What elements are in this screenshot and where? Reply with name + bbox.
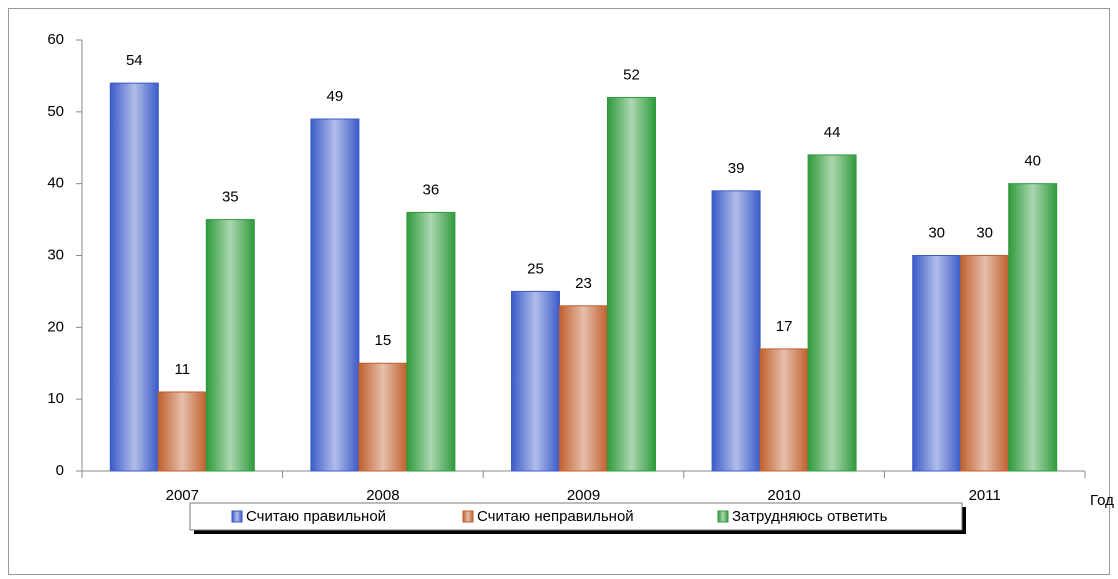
bar xyxy=(511,290,560,472)
bar xyxy=(759,348,809,472)
bar xyxy=(109,82,159,472)
data-label: 11 xyxy=(175,361,191,378)
legend-swatch xyxy=(231,510,243,523)
bar xyxy=(711,190,761,472)
data-label: 36 xyxy=(423,181,440,198)
y-tick-label: 0 xyxy=(56,462,64,479)
y-tick-label: 10 xyxy=(47,390,64,407)
bar xyxy=(157,391,207,472)
y-tick-label: 50 xyxy=(47,103,64,120)
bar xyxy=(960,255,1010,472)
data-label: 25 xyxy=(527,260,544,277)
data-label: 52 xyxy=(623,66,640,83)
data-label: 54 xyxy=(126,52,143,69)
bar xyxy=(912,255,962,472)
x-tick-label: 2009 xyxy=(567,487,600,504)
bar xyxy=(358,362,408,472)
bar xyxy=(807,154,857,472)
legend xyxy=(189,502,963,531)
y-tick-label: 40 xyxy=(47,175,64,192)
x-tick-label: 2007 xyxy=(166,487,199,504)
data-label: 35 xyxy=(222,189,239,206)
data-label: 17 xyxy=(776,318,793,335)
x-tick-label: 2011 xyxy=(969,487,1001,504)
bar xyxy=(607,96,656,472)
legend-label: Считаю правильной xyxy=(246,508,386,525)
x-tick-label: 2010 xyxy=(767,487,800,504)
x-axis-label: Год xyxy=(1090,492,1114,509)
data-label: 49 xyxy=(327,88,344,105)
legend-label: Затрудняюсь ответить xyxy=(732,508,888,525)
y-tick-label: 20 xyxy=(47,318,64,335)
y-tick-label: 60 xyxy=(47,31,64,48)
bar xyxy=(406,211,456,472)
data-label: 30 xyxy=(928,224,945,241)
legend-label: Считаю неправильной xyxy=(477,508,634,525)
data-label: 30 xyxy=(976,224,993,241)
data-label: 23 xyxy=(575,275,592,292)
data-label: 40 xyxy=(1024,153,1041,170)
bar xyxy=(310,118,360,472)
data-label: 15 xyxy=(375,332,392,349)
data-label: 44 xyxy=(824,124,841,141)
bar xyxy=(1008,183,1058,472)
y-tick-label: 30 xyxy=(47,246,64,263)
x-tick-label: 2008 xyxy=(366,487,399,504)
bar xyxy=(205,219,255,472)
bar xyxy=(559,305,608,472)
legend-swatch xyxy=(462,510,474,523)
data-label: 39 xyxy=(728,160,745,177)
legend-swatch xyxy=(717,510,729,523)
